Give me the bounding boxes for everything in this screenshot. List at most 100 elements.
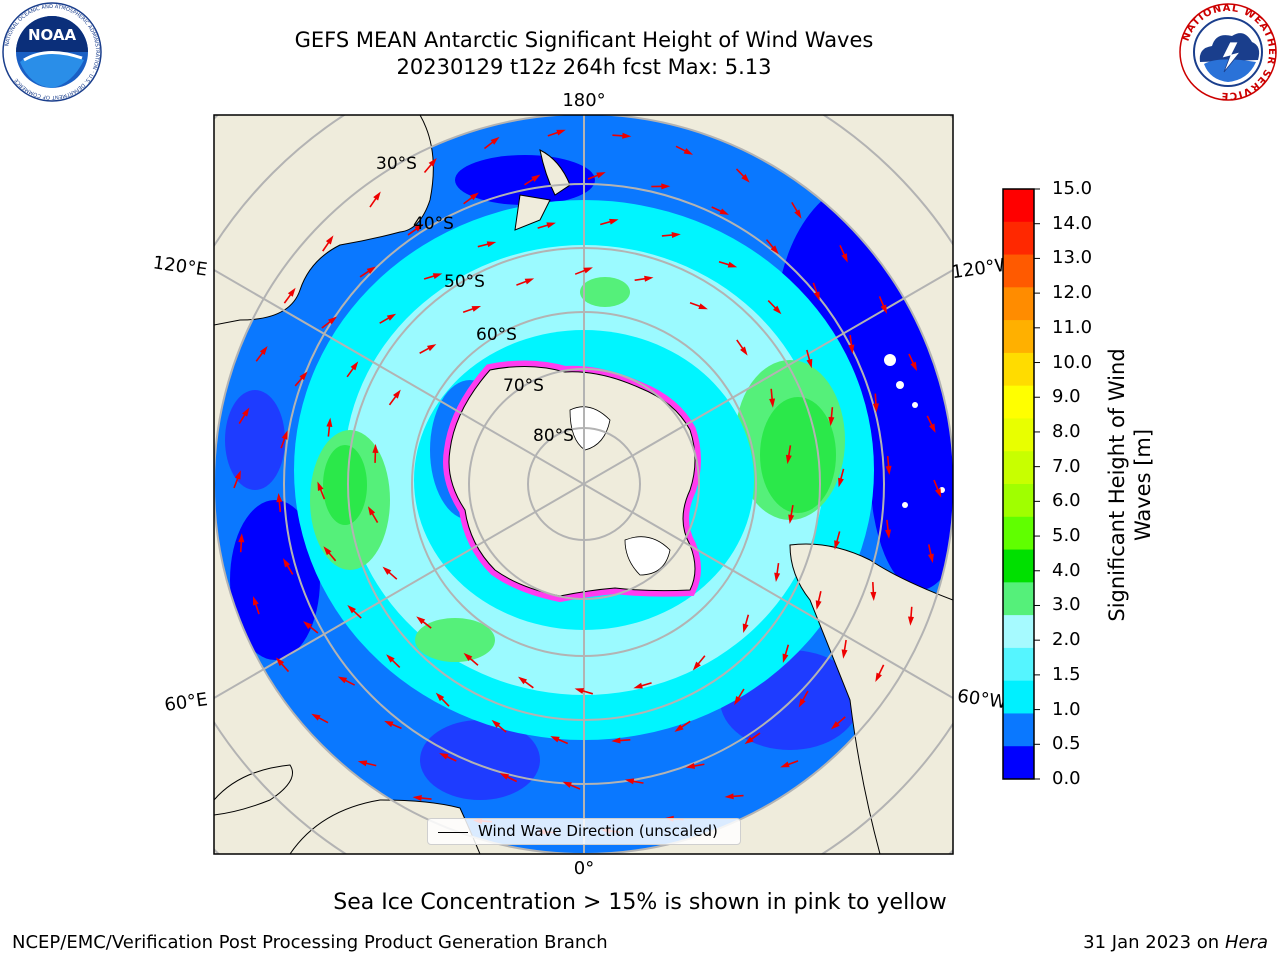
colorbar-segment <box>1003 287 1034 321</box>
svg-text:Significant Height of Wind: Significant Height of Wind <box>1105 348 1129 621</box>
wave-arrow-head <box>692 661 701 671</box>
wave-arrow-head <box>486 241 497 248</box>
wave-arrow-head <box>744 736 754 745</box>
colorbar-tick-label: 0.0 <box>1052 768 1081 789</box>
wave-arrow-head <box>393 389 401 399</box>
wind-wave-arrows <box>233 129 942 835</box>
wave-arrow-head <box>386 654 395 663</box>
colorbar-segment <box>1003 254 1034 288</box>
wave-arrow-head <box>491 719 501 728</box>
wave-arrow-head <box>740 346 748 356</box>
wave-arrow-head <box>838 477 844 488</box>
wave-arrow-head <box>596 172 606 179</box>
wave-arrow-head <box>518 676 528 685</box>
map-title: GEFS MEAN Antarctic Significant Height o… <box>294 28 874 52</box>
wave-arrow-head <box>276 492 283 503</box>
colorbar-tick-label: 6.0 <box>1052 490 1081 512</box>
colorbar <box>1002 188 1040 780</box>
map-legend: Wind Wave Direction (unscaled) <box>427 818 741 845</box>
colorbar-tick-label: 3.0 <box>1052 594 1081 616</box>
wave-arrow-head <box>870 591 877 602</box>
wave-arrow-head <box>683 148 694 155</box>
wave-arrow-head <box>848 344 855 354</box>
wave-arrow-head <box>259 345 268 356</box>
wave-arrow-head <box>372 443 379 453</box>
colorbar-tick-label: 11.0 <box>1052 316 1093 338</box>
wave-arrow-head <box>674 724 684 732</box>
colorbar-tick-label: 0.5 <box>1052 733 1081 755</box>
wave-arrow-head <box>830 721 840 730</box>
wave-arrow-head <box>935 488 942 498</box>
svg-text:Waves [m]: Waves [m] <box>1131 429 1155 541</box>
colorbar-tick-label: 14.0 <box>1052 212 1093 234</box>
colorbar-segment <box>1003 451 1034 485</box>
wave-arrow-head <box>469 192 479 201</box>
wave-arrow-head <box>427 344 437 352</box>
wave-arrow-head <box>435 692 445 702</box>
colorbar-segment <box>1003 713 1034 747</box>
noaa-logo: NOAA NATIONAL OCEANIC AND ATMOSPHERIC AD… <box>2 2 102 102</box>
wave-arrow-head <box>439 752 449 760</box>
wave-arrow-head <box>367 506 376 516</box>
wave-arrow-head <box>471 305 482 312</box>
wave-arrow-head <box>287 287 296 297</box>
wave-arrow-head <box>773 305 782 315</box>
wave-arrow-head <box>782 653 789 664</box>
wave-arrow-head <box>432 273 443 279</box>
graticule <box>214 115 953 854</box>
wave-arrow-head <box>928 423 936 433</box>
wave-arrow-head <box>885 529 891 539</box>
colorbar-segment <box>1003 320 1034 354</box>
wave-arrow-head <box>384 720 394 728</box>
wave-arrow-head <box>785 454 792 465</box>
wave-arrow-head <box>719 208 729 215</box>
map-subtitle: 20230129 t12z 264h fcst Max: 5.13 <box>396 55 772 79</box>
wave-arrow-head <box>234 470 241 480</box>
colorbar-tick-label: 1.5 <box>1052 663 1081 685</box>
lat-label-40s: 40°S <box>413 214 454 234</box>
credit-left: NCEP/EMC/Verification Post Processing Pr… <box>12 932 608 953</box>
lon-label-180: 180° <box>562 90 605 111</box>
wave-arrow-head <box>742 623 749 634</box>
lon-label-60w: 60°W <box>956 686 1008 714</box>
wave-arrow-head <box>813 291 820 301</box>
colorbar-segment <box>1003 385 1034 419</box>
wave-arrow-head <box>780 761 790 768</box>
wave-arrow-head <box>622 132 632 139</box>
wave-arrow-head <box>734 696 742 706</box>
wave-arrow-head <box>299 371 308 381</box>
colorbar-tick-label: 2.0 <box>1052 629 1081 651</box>
colorbar-tick-label: 15.0 <box>1052 178 1093 199</box>
wave-arrow-head <box>303 621 312 630</box>
wave-arrow-head <box>373 191 381 201</box>
colorbar-segment <box>1003 647 1034 682</box>
colorbar-tick-label: 1.0 <box>1052 698 1081 720</box>
colorbar-segment <box>1003 418 1034 452</box>
map-frame <box>213 114 954 855</box>
colorbar-segment <box>1003 746 1034 780</box>
sea-ice-footnote: Sea Ice Concentration > 15% is shown in … <box>333 890 947 915</box>
wave-arrow-head <box>238 533 245 543</box>
wave-arrow-head <box>685 763 696 769</box>
wave-arrow-head <box>574 688 585 694</box>
colorbar-segment <box>1003 516 1034 551</box>
colorbar-segment <box>1003 549 1034 583</box>
wave-arrow-head <box>724 793 734 800</box>
colorbar-tick-label: 5.0 <box>1052 525 1081 547</box>
wave-arrow-head <box>416 616 426 625</box>
wave-arrow-head <box>880 304 887 314</box>
wave-arrow-head <box>531 174 541 182</box>
wave-arrow-head <box>875 672 882 682</box>
wave-arrow-head <box>550 736 560 743</box>
wave-arrow-head <box>661 183 671 190</box>
colorbar-segment <box>1003 615 1034 649</box>
wave-arrow-head <box>463 652 473 662</box>
wave-arrow-head <box>910 361 917 372</box>
wave-arrow-head <box>325 235 334 245</box>
wave-arrow-head <box>815 600 822 610</box>
colorbar-tick-label: 9.0 <box>1052 386 1081 408</box>
colorbar-segment <box>1003 221 1034 256</box>
wave-arrow-head <box>337 676 348 684</box>
colorbar-tick-label: 7.0 <box>1052 455 1081 477</box>
wave-arrow-head <box>769 398 776 408</box>
